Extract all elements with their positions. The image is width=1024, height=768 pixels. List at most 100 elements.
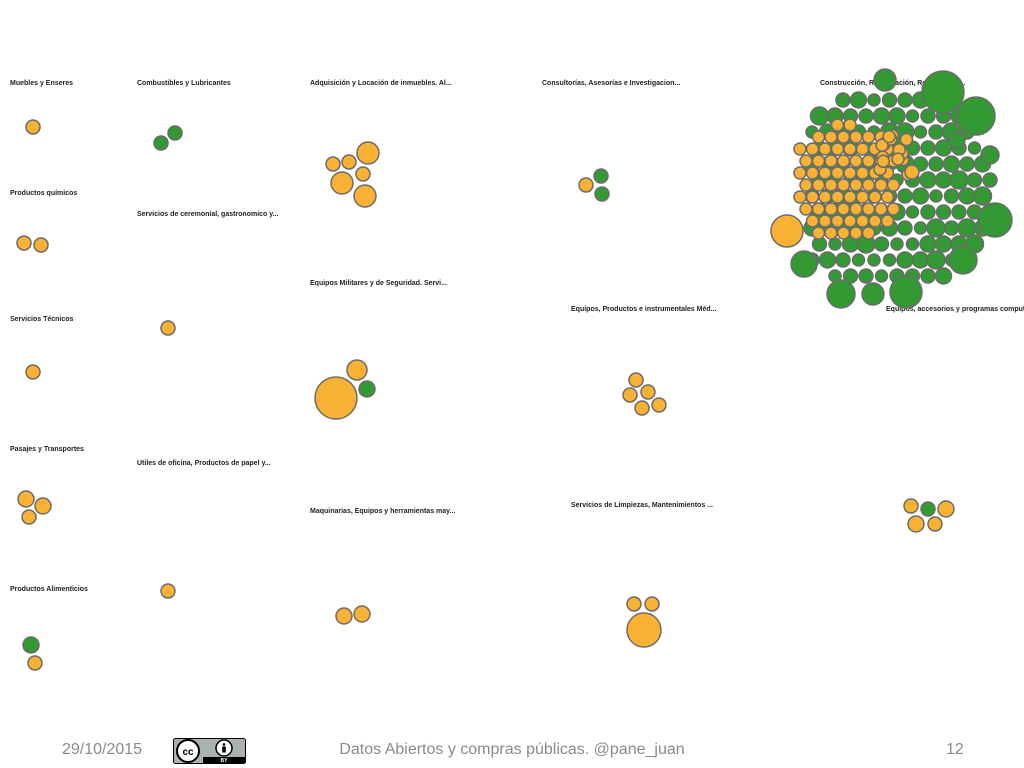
bubble [956,96,996,136]
bubbles [16,68,1013,671]
bubble [335,607,353,625]
cluster-bubble [868,214,882,228]
cluster-bubble [935,204,952,220]
cluster-bubble [849,178,863,192]
cluster-bubble [861,202,876,216]
cluster-bubble [830,214,845,228]
bubble-chart: Muebles y Enseres Combustibles y Lubrican… [10,68,1024,671]
bubble [353,184,377,208]
bubble [651,397,667,413]
category-label: Productos Alimenticios [10,586,88,593]
category-label: Muebles y Enseres [10,80,73,87]
cluster-bubble [920,108,936,124]
cluster-bubble [861,154,876,168]
cluster-bubble [949,170,969,190]
bubble [626,612,662,648]
bubble [16,235,32,251]
cluster-bubble [868,190,882,204]
cluster-bubble [836,202,851,216]
cluster-bubble [951,204,967,220]
cluster-bubble [793,190,807,204]
category-label: Adquisición y Locación de inmuebles. Al.… [310,80,452,87]
cluster-bubble [886,178,901,192]
bubble [34,497,52,515]
bubble [904,164,920,180]
cluster-bubble [849,130,863,144]
cluster-bubble [957,218,977,238]
cluster-bubble [913,221,928,235]
bubble [153,135,169,151]
cluster-bubble [882,253,897,267]
cluster-bubble [818,214,832,228]
cluster-bubble [836,130,851,144]
cluster-bubble [855,142,870,156]
cluster-bubble [830,118,845,132]
bubble [33,237,49,253]
cluster-bubble [811,202,826,216]
cluster-bubble [835,92,851,108]
bubble [355,166,371,182]
footer-title: Datos Abiertos y compras públicas. @pane… [339,741,685,758]
cluster-bubble [891,152,905,166]
cluster-bubble [934,235,953,253]
cluster-bubble [872,107,891,125]
cluster-bubble [972,186,993,206]
cluster-bubble [824,226,838,240]
cluster-bubble [943,220,960,236]
cluster-bubble [799,154,813,168]
cluster-bubble [824,154,838,168]
cluster-bubble [818,251,837,269]
cluster-bubble [828,237,842,251]
bubble [889,275,923,309]
cluster-bubble [905,237,920,251]
cluster-bubble [809,106,830,126]
cluster-bubble [875,138,889,152]
cluster-bubble [873,236,890,252]
bubble [167,125,183,141]
bubble [578,177,594,193]
category-label: Equipos Militares y de Seguridad. Servi.… [310,280,447,287]
cluster-bubble [905,109,920,123]
footer-date: 29/10/2015 [62,741,143,758]
cluster-bubble [836,226,851,240]
cluster-bubble [811,130,826,144]
cluster-bubble [811,154,826,168]
cluster-bubble [920,140,936,156]
cluster-bubble [920,268,936,284]
cluster-bubble [830,142,845,156]
cluster-bubble [929,189,943,203]
cluster-bubble [942,155,961,173]
cluster-bubble [919,171,937,189]
bubble [356,141,380,165]
category-label: Utiles de oficina, Productos de papel y.… [137,460,271,467]
cluster-bubble [897,220,913,236]
cc-by-license-icon: BY cc [173,738,246,764]
cluster-bubble [886,202,901,216]
cluster-bubble [818,142,832,156]
category-label: Equipos, accesorios y programas comput..… [886,306,1024,313]
cluster-bubble [805,190,820,204]
cluster-bubble [928,124,944,140]
cluster-bubble [861,178,876,192]
bubble [358,380,376,398]
cluster-bubble [881,92,898,108]
cluster-bubble [867,93,881,107]
category-label: Combustibles y Lubricantes [137,80,231,87]
bubble [927,516,943,532]
bubble [640,384,656,400]
cluster-bubble [805,166,820,180]
page-number: 12 [946,741,964,758]
bubble [920,501,936,517]
cluster-bubble [899,132,914,147]
bubble [622,387,638,403]
cluster-bubble [959,156,975,172]
cluster-bubble [958,187,976,205]
cluster-bubble [849,154,863,168]
cluster-bubble [793,142,807,156]
cluster-bubble [890,237,904,251]
bubble [330,171,354,195]
bubble [346,359,368,381]
bubble [160,320,176,336]
cluster-bubble [928,156,944,172]
bubble [826,279,856,309]
